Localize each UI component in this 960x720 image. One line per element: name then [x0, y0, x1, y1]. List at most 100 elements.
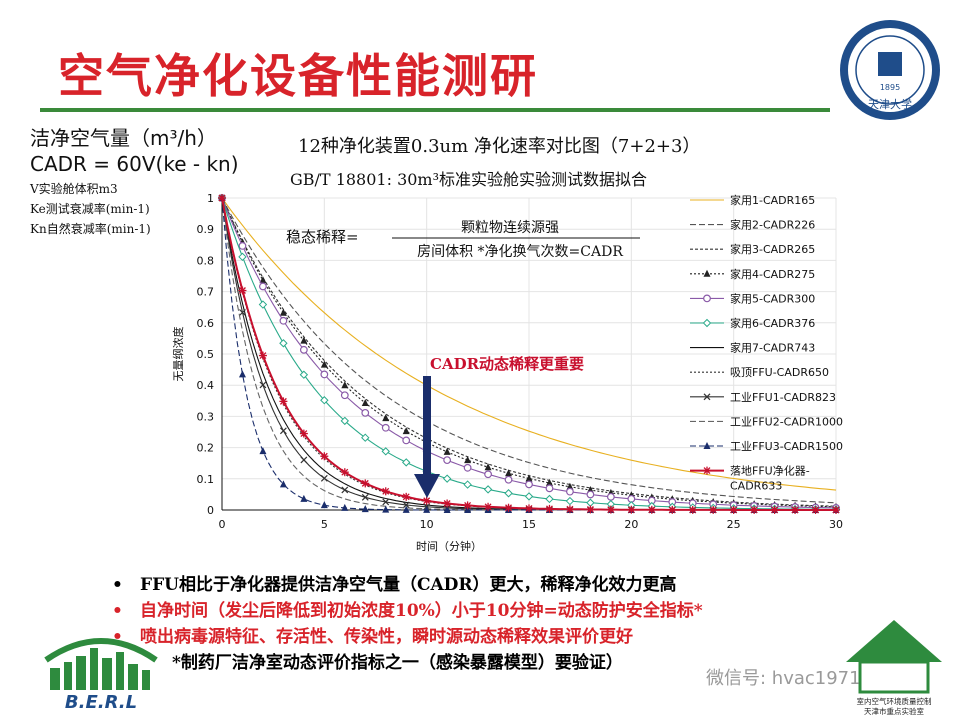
data-point: [238, 252, 247, 262]
bullet-item: *制药厂洁净室动态评价指标之一（感染暴露模型）要验证）: [112, 650, 703, 676]
data-point: [320, 370, 329, 379]
data-point: [381, 447, 390, 456]
legend-label: 家用5-CADR300: [730, 291, 815, 305]
data-point: [703, 269, 711, 277]
data-point: [484, 470, 492, 479]
data-point: [586, 490, 595, 499]
data-point: [504, 503, 513, 512]
x-tick-label: 10: [420, 518, 434, 531]
data-point: [300, 336, 308, 344]
legend-label: 家用1-CADR165: [730, 193, 815, 207]
data-point: [341, 503, 349, 511]
data-point: [382, 505, 390, 513]
data-point: [299, 345, 308, 354]
bullet-list: • FFU相比于净化器提供洁净空气量（CADR）更大，稀释净化效力更高 • 自净时间…: [112, 572, 703, 676]
data-point: [299, 429, 308, 438]
lab-logo-line2: 天津市重点实验室: [864, 706, 924, 716]
chart-subtitle: GB/T 18801: 30m³标准实验舱实验测试数据拟合: [290, 170, 648, 189]
data-point: [688, 505, 697, 514]
legend-label: 家用7-CADR743: [730, 341, 815, 355]
data-point: [422, 496, 431, 505]
data-point: [402, 492, 411, 501]
x-tick-label: 30: [829, 518, 843, 531]
formula-left: 稳态稀释=: [286, 228, 359, 246]
data-point: [545, 504, 554, 513]
data-point: [218, 194, 226, 202]
data-point: [483, 485, 493, 494]
y-axis-label: 无量纲浓度: [171, 327, 185, 382]
formula-numerator: 颗粒物连续源强: [461, 219, 559, 236]
data-point: [300, 456, 308, 464]
variable-v: V实验舱体积m3: [30, 182, 118, 196]
x-tick-label: 25: [727, 518, 741, 531]
data-point: [566, 487, 574, 496]
y-tick-label: 0.2: [197, 442, 215, 455]
data-point: [402, 436, 411, 445]
data-point: [402, 501, 410, 509]
formula-denominator: 房间体积 *净化换气次数=CADR: [417, 243, 623, 260]
university-name: 天津大学: [868, 97, 912, 111]
data-point: [361, 479, 370, 488]
y-tick-label: 0.4: [197, 379, 215, 392]
data-point: [361, 505, 369, 513]
data-point: [279, 397, 288, 406]
chart-curves: [217, 193, 841, 514]
legend-label: 工业FFU1-CADR823: [730, 391, 836, 404]
data-point: [505, 469, 513, 477]
data-point: [703, 442, 711, 449]
data-point: [259, 282, 267, 291]
data-point: [340, 468, 349, 477]
chart-legend: 家用1-CADR165 家用2-CADR226 家用3-CADR265 家用4-CAD…: [690, 193, 843, 493]
data-point: [259, 381, 267, 389]
data-point: [401, 458, 411, 467]
bullet-text: *制药厂洁净室动态评价指标之一（感染暴露模型）要验证）: [172, 653, 623, 673]
data-point: [238, 242, 247, 250]
data-point: [443, 505, 451, 513]
data-point: [279, 480, 287, 488]
data-point: [300, 494, 308, 502]
data-point: [258, 351, 267, 360]
y-tick-label: 0.7: [197, 286, 215, 299]
data-point: [729, 505, 738, 514]
data-point: [382, 498, 390, 506]
data-point: [464, 505, 472, 513]
data-point: [463, 501, 472, 510]
bullet-text: FFU相比于净化器提供洁净空气量（CADR）更大，稀释净化效力更高: [140, 575, 677, 595]
data-point: [341, 381, 349, 389]
data-point: [320, 501, 328, 509]
data-point: [320, 474, 328, 482]
data-point: [320, 396, 329, 405]
y-tick-label: 0.3: [197, 410, 215, 423]
y-tick-label: 1: [207, 192, 214, 205]
data-point: [703, 294, 711, 303]
data-point: [504, 475, 513, 484]
data-point: [402, 505, 410, 513]
data-point: [361, 433, 370, 442]
data-point: [238, 370, 246, 378]
y-tick-label: 0: [207, 504, 214, 517]
legend-label: CADR633: [730, 480, 782, 493]
data-point: [238, 286, 247, 295]
data-point: [443, 447, 451, 455]
university-year: 1895: [880, 83, 900, 92]
data-point: [524, 492, 534, 501]
annotation-arrow-head: [414, 474, 440, 498]
data-point: [586, 498, 595, 507]
data-point: [258, 300, 268, 309]
data-point: [566, 482, 574, 490]
y-tick-label: 0.6: [197, 317, 215, 330]
tianjin-university-logo: 1895 天津大学: [840, 20, 940, 120]
data-point: [299, 370, 309, 379]
data-point: [340, 416, 350, 426]
bullet-item: • FFU相比于净化器提供洁净空气量（CADR）更大，稀释净化效力更高: [112, 575, 677, 595]
data-point: [525, 480, 533, 489]
data-point: [606, 492, 615, 501]
cadr-formula: CADR = 60V(ke - kn): [30, 152, 239, 176]
data-point: [340, 391, 349, 400]
variable-ke: Ke测试衰减率(min-1): [30, 202, 150, 216]
chart-title: 12种净化装置0.3um 净化速率对比图（7+2+3）: [298, 136, 701, 157]
data-point: [504, 489, 513, 498]
bullet-text: 喷出病毒源特征、存活性、传染性，瞬时源动态稀释效果评价更好: [140, 627, 633, 647]
data-point: [381, 487, 390, 496]
